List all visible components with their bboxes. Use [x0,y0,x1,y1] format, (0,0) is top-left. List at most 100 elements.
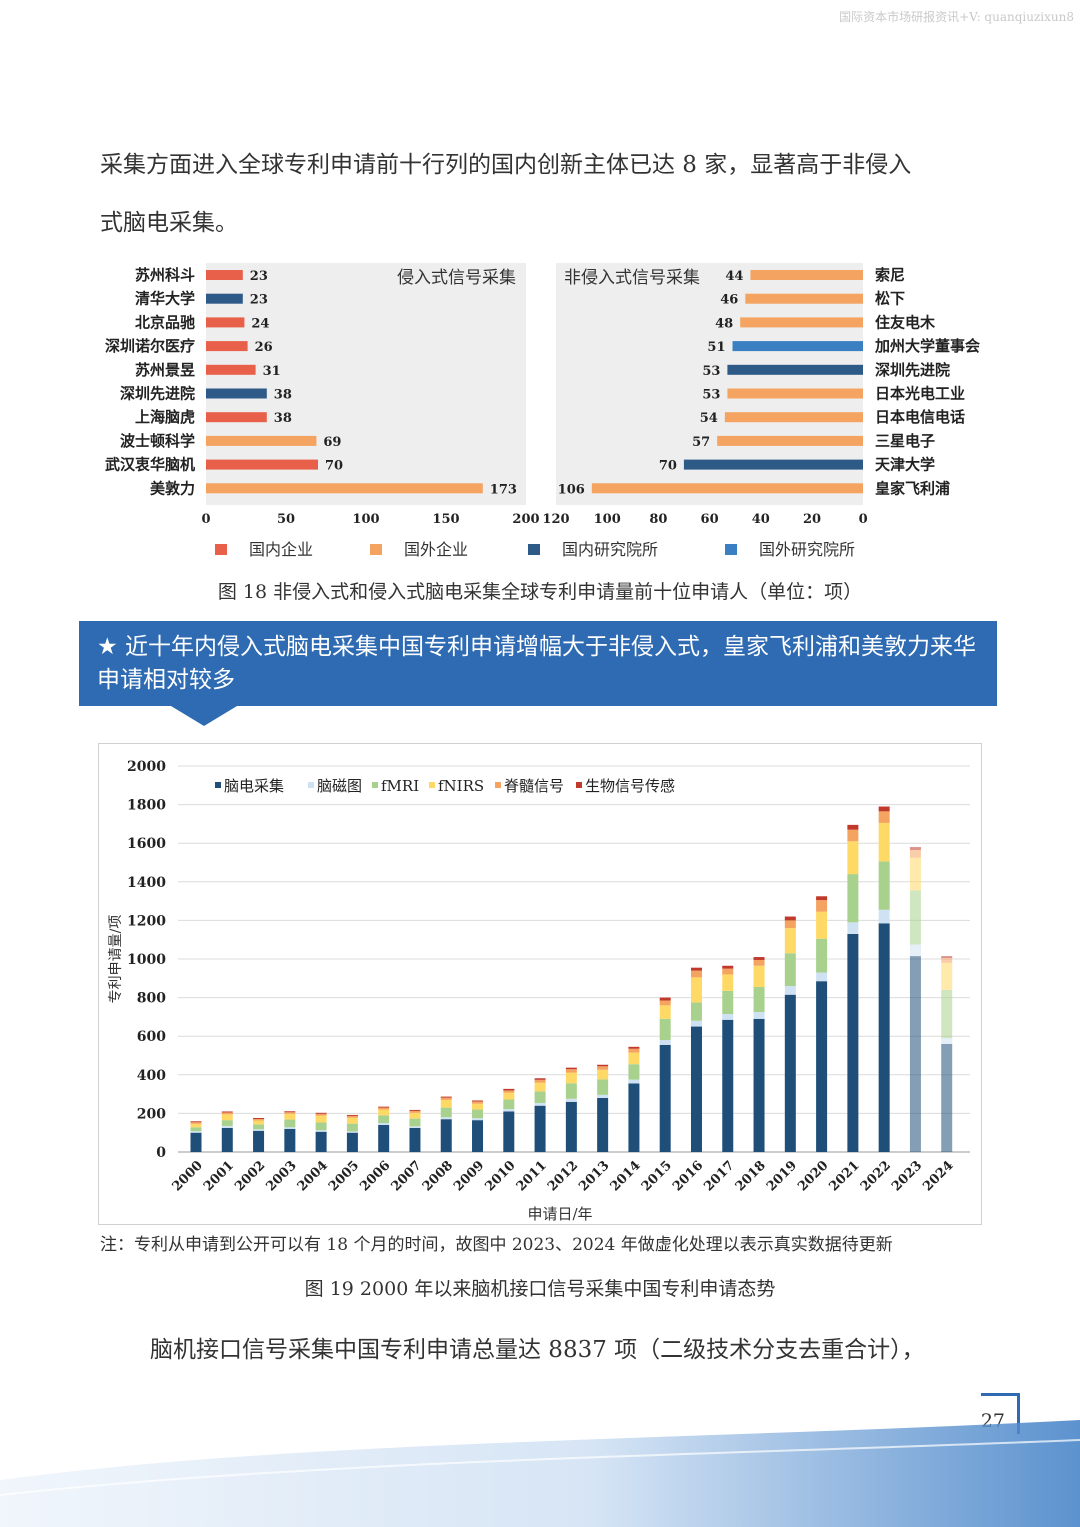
y-tick-label: 1200 [127,913,166,929]
stacked-bar-segment [816,972,828,982]
figure-18-caption: 图 18 非侵入式和侵入式脑电采集全球专利申请量前十位申请人（单位：项） [217,581,863,603]
stacked-bar-segment [628,1048,640,1053]
stacked-bar-segment [409,1110,421,1113]
star-icon: ★ [97,634,118,660]
stacked-bar-segment [253,1124,265,1130]
series-legend-label: 脑电采集 [224,777,284,795]
intro-line-1: 采集方面进入全球专利申请前十行列的国内创新主体已达 8 家，显著高于非侵入 [100,152,912,178]
right-category-label: 日本光电工业 [875,385,965,403]
legend-label: 国内企业 [249,540,313,559]
right-category-label: 加州大学董事会 [874,337,980,355]
y-tick-label: 400 [137,1068,166,1084]
series-legend-swatch [576,782,582,788]
left-bar-value: 70 [325,459,343,474]
right-bar-value: 46 [720,293,738,308]
series-legend-label: fNIRS [438,777,484,795]
y-tick-label: 800 [137,991,166,1007]
stacked-bar-segment [190,1127,202,1132]
stacked-bar-segment [909,857,921,891]
right-x-tick: 40 [752,512,770,527]
stacked-bar-segment [909,944,921,957]
stacked-bar-segment [659,997,671,1001]
stacked-bar-segment [597,1079,609,1095]
stacked-bar-segment [690,977,702,1003]
stacked-bar-segment [722,974,734,991]
stacked-bar-segment [784,953,796,987]
stacked-bar-segment [409,1127,421,1152]
series-legend-swatch [429,782,435,788]
stacked-bar-segment [565,1098,577,1102]
y-tick-label: 1800 [127,798,166,814]
right-bar [724,412,863,423]
stacked-bar-segment [659,1040,671,1045]
stacked-bar-segment [284,1119,296,1128]
stacked-bar-segment [472,1120,484,1152]
y-tick-label: 0 [156,1145,166,1161]
footer-decoration [0,1420,1080,1527]
left-bar [206,270,243,280]
stacked-bar-segment [565,1083,577,1099]
stacked-bar-segment [284,1128,296,1152]
left-bar-value: 173 [490,482,517,497]
right-category-label: 皇家飞利浦 [875,479,950,497]
stacked-bar-segment [816,981,828,1152]
right-category-label: 住友电木 [875,313,936,331]
left-bar-value: 31 [263,364,281,379]
left-x-tick: 200 [512,512,539,527]
series-legend-label: 脊髓信号 [504,777,564,795]
stacked-bar-segment [941,989,953,1039]
right-bar [591,483,863,494]
stacked-bar-segment [847,922,859,934]
stacked-bar-segment [409,1112,421,1119]
stacked-bar-segment [597,1097,609,1152]
right-bar [727,364,863,375]
left-category-label: 清华大学 [135,290,195,308]
right-x-tick: 20 [803,512,821,527]
stacked-bar-segment [659,1018,671,1041]
right-bar-value: 106 [558,482,585,497]
y-axis-label: 专利申请量/项 [108,915,124,1004]
left-category-label: 上海脑虎 [135,408,195,426]
stacked-bar-segment [315,1131,327,1152]
right-bar [727,388,863,399]
stacked-bar-segment [503,1099,515,1110]
stacked-bar-segment [221,1111,233,1113]
stacked-bar-segment [221,1112,233,1115]
stacked-bar-segment [659,1044,671,1152]
stacked-bar-segment [253,1118,265,1121]
stacked-bar-segment [472,1118,484,1121]
stacked-bar-segment [190,1122,202,1124]
stacked-bar-segment [253,1120,265,1125]
stacked-bar-segment [847,824,859,830]
left-bar [206,459,318,470]
stacked-bar-segment [816,938,828,973]
left-x-tick: 150 [432,512,459,527]
left-x-tick: 50 [277,512,295,527]
left-category-label: 北京品驰 [135,313,195,331]
stacked-bar-segment [284,1112,296,1114]
stacked-bar-segment [253,1129,265,1131]
stacked-bar-segment [440,1117,452,1120]
y-tick-label: 1400 [127,875,166,891]
stacked-bar-segment [941,958,953,963]
stacked-bar-segment [378,1124,390,1152]
stacked-bar-segment [909,956,921,1152]
stacked-bar-segment [221,1114,233,1121]
stacked-bar-segment [941,962,953,990]
stacked-bar-segment [816,896,828,901]
stacked-bar-segment [784,920,796,929]
stacked-bar-segment [409,1118,421,1127]
stacked-bar-segment [753,986,765,1013]
legend-swatch [215,544,227,555]
stacked-bar-segment [784,986,796,995]
left-bar [206,341,248,352]
stacked-bar-segment [597,1069,609,1080]
series-legend-label: 脑磁图 [317,777,362,795]
stacked-bar-segment [565,1069,577,1073]
left-bar-value: 23 [250,269,268,284]
figure-19-note: 注：专利从申请到公开可以有 18 个月的时间，故图中 2023、2024 年做虚… [100,1235,893,1255]
stacked-bar-segment [753,957,765,960]
stacked-bar-segment [690,1026,702,1152]
stacked-bar-segment [534,1102,546,1106]
stacked-bar-segment [847,841,859,875]
